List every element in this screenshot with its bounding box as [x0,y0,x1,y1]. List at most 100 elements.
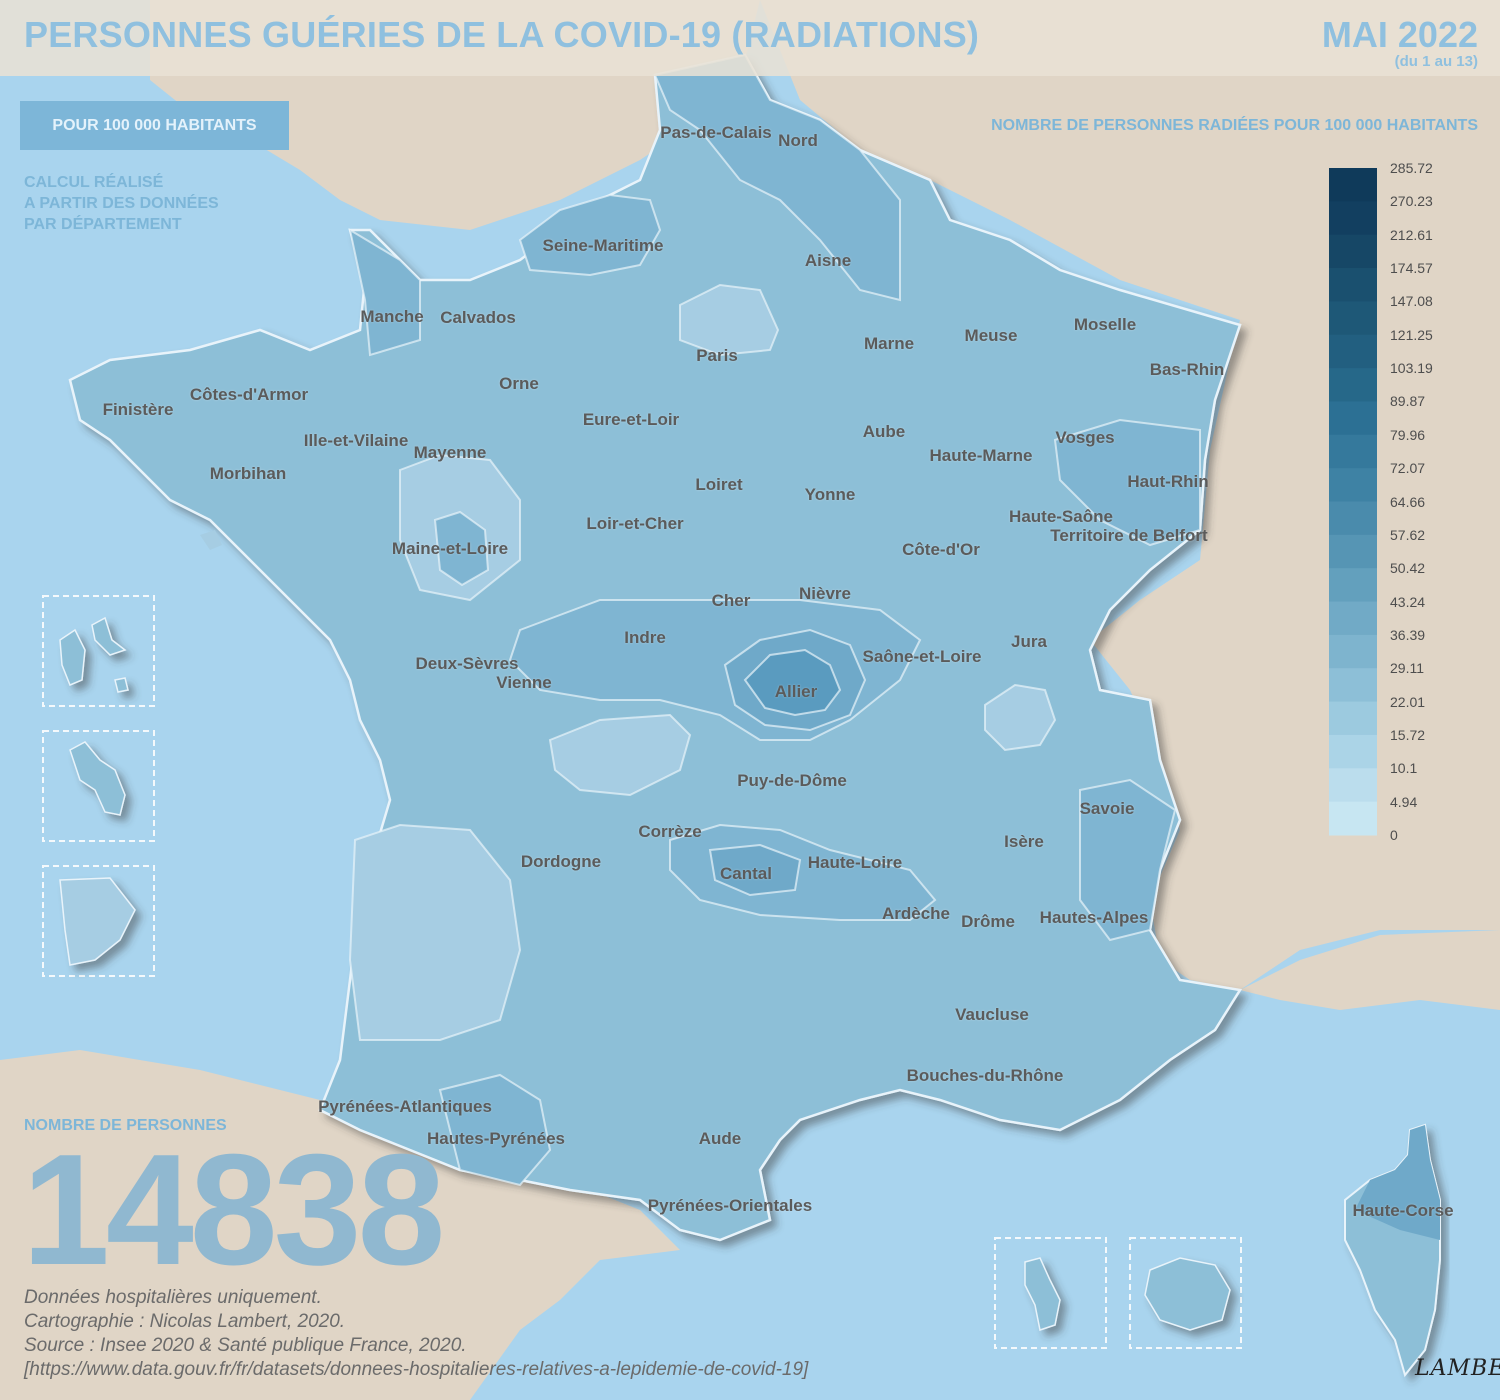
legend-swatch [1329,434,1377,469]
guadeloupe-shape [59,616,129,693]
page-title: PERSONNES GUÉRIES DE LA COVID-19 (RADIAT… [24,14,980,55]
inset-guyane-frame [42,865,155,977]
legend-swatch [1329,734,1377,769]
legend-break-label: 72.07 [1390,460,1426,477]
dept-label: Drôme [961,912,1015,931]
dept-label: Hautes-Alpes [1039,908,1149,927]
source-link[interactable]: [https://www.data.gouv.fr/fr/datasets/do… [24,1359,809,1380]
band-nord [653,53,901,302]
legend-swatch [1329,368,1377,402]
legend-break-label: 147.08 [1390,293,1433,310]
total-count-value: 14838 [22,1122,445,1298]
band-vienne-light [548,713,692,797]
dept-label: Haute-Loire [807,853,903,872]
band-east [1053,418,1201,547]
band-pyrenees [438,1073,552,1187]
dept-label: Maine-et-Loire [391,539,509,558]
legend-break-label: 36.39 [1390,626,1426,643]
dept-label: Aisne [804,251,852,270]
header-band [0,0,1500,76]
legend-break-label: 285.72 [1390,160,1433,176]
calculation-note-line: CALCUL RÉALISÉ [24,174,164,191]
dept-label: Finistère [102,400,174,419]
legend-swatch [1329,668,1377,703]
calculation-note-line: PAR DÉPARTEMENT [24,216,182,233]
dept-label: Mayenne [413,443,487,462]
legend-swatch [1329,468,1377,502]
legend-title: NOMBRE DE PERSONNES RADIÉES POUR 100 000… [991,117,1478,134]
period-label: MAI 2022 [1321,14,1478,55]
dept-label: Yonne [804,485,856,504]
dept-label: Manche [360,307,424,326]
dept-label: Calvados [440,308,516,327]
italy-land [1240,930,1500,1010]
inset-reunion-frame [1129,1237,1242,1349]
calculation-note-line: A PARTIR DES DONNÉES [24,195,219,212]
legend-break-label: 50.42 [1390,560,1426,577]
dept-label: Ardèche [881,904,951,923]
legend-swatch [1329,501,1377,536]
dept-label: Vaucluse [955,1005,1029,1024]
credit-line: Données hospitalières uniquement. [24,1287,322,1308]
dept-label: Haute-Saône [1009,507,1113,526]
dept-label: Bouches-du-Rhône [906,1066,1064,1085]
legend-swatch [1329,534,1377,569]
dept-label: Territoire de Belfort [1050,526,1208,545]
band-paris-light [679,283,780,357]
dept-label: Dordogne [520,852,602,871]
legend-break-label: 29.11 [1390,660,1424,677]
dept-label: Jura [1011,632,1047,651]
credits: Données hospitalières uniquement. Cartog… [24,1286,808,1382]
calculation-note: CALCUL RÉALISÉ A PARTIR DES DONNÉES PAR … [24,172,219,235]
legend-swatch [1329,634,1377,669]
dept-label: Meuse [964,326,1018,345]
dept-label: Cher [711,591,751,610]
dept-label: Nord [778,131,818,150]
reunion-shape [1144,1257,1231,1331]
per-100k-toggle-button[interactable]: POUR 100 000 HABITANTS [20,101,289,150]
legend-swatch [1329,701,1377,736]
legend-break-label: 4.94 [1390,793,1418,810]
dept-label: Loir-et-Cher [586,514,684,533]
legend-break-label: 212.61 [1390,226,1433,243]
corsica-north-band [1355,1125,1440,1240]
band-cantal-dark [708,843,802,897]
period-range: (du 1 au 13) [1394,53,1478,70]
dept-label: Paris [696,346,738,365]
dept-label: Côtes-d'Armor [189,385,309,404]
legend-swatch [1329,334,1377,369]
dept-label: Bas-Rhin [1149,360,1225,379]
overseas-insets [42,595,1242,1349]
legend-break-label: 43.24 [1390,593,1426,610]
iberia-land [0,1050,680,1400]
dept-label: Aube [862,422,906,441]
legend-swatch [1329,268,1377,302]
dept-label: Eure-et-Loir [582,410,680,429]
legend-break-label: 0 [1390,827,1398,843]
legend-swatch [1329,768,1377,803]
dept-label: Orne [499,374,539,393]
martinique-shape [69,741,126,816]
band-seine-maritime [518,193,662,277]
dept-label: Moselle [1073,315,1137,334]
guyane-shape [59,877,136,966]
legend-labels: 285.72 270.23 212.61 174.57 147.08 121.25 103.… [1390,160,1490,850]
dept-label: Loiret [695,475,743,494]
dept-label: Cantal [720,864,772,883]
dept-label: Seine-Maritime [542,236,664,255]
inset-mayotte-frame [994,1237,1107,1349]
legend-break-label: 103.19 [1390,360,1433,377]
dept-label: Savoie [1079,799,1135,818]
dept-label: Nièvre [799,584,851,603]
dept-label: Aude [698,1129,742,1148]
dept-label: Vienne [496,673,552,692]
band-alps [1079,778,1177,942]
dept-label: Deux-Sèvres [415,654,519,673]
dept-label: Pyrénées-Atlantiques [318,1097,492,1116]
legend-break-label: 64.66 [1390,493,1426,510]
legend-swatch [1329,201,1377,236]
legend-break-label: 270.23 [1390,193,1433,210]
legend-break-label: 174.57 [1390,260,1433,277]
